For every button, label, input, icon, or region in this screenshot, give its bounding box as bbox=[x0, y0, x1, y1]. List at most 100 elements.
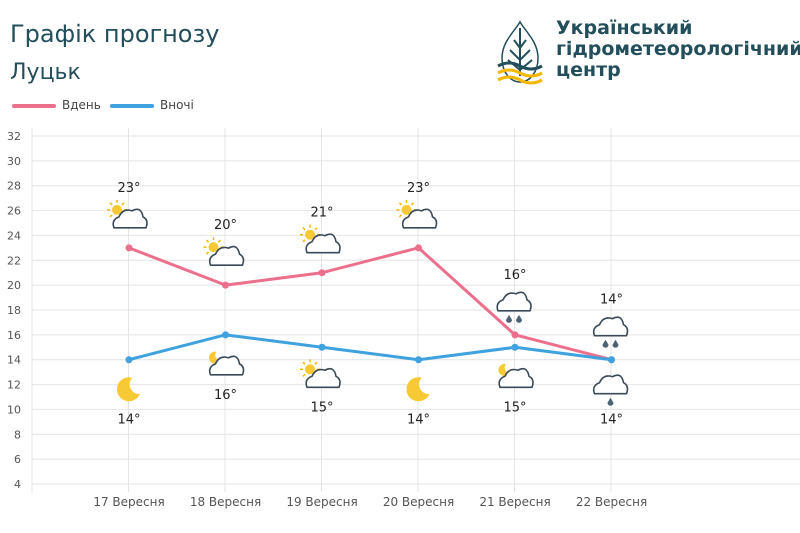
data-point bbox=[318, 269, 326, 277]
sun-ray bbox=[302, 227, 306, 231]
moon-shape bbox=[406, 377, 430, 402]
sun-ray bbox=[302, 373, 306, 377]
y-tick-label: 6 bbox=[14, 453, 21, 466]
data-point bbox=[608, 356, 615, 364]
y-tick-label: 24 bbox=[7, 229, 21, 242]
data-label: 16° bbox=[214, 388, 237, 403]
data-point bbox=[125, 244, 133, 252]
series-line-night bbox=[128, 333, 612, 362]
data-point bbox=[125, 356, 133, 364]
sun-ray bbox=[398, 214, 403, 218]
legend-label-day: Вдень bbox=[62, 98, 101, 112]
y-tick-label: 26 bbox=[7, 205, 21, 218]
y-tick-label: 12 bbox=[7, 379, 21, 392]
data-label: 16° bbox=[503, 268, 526, 283]
brand-line-2: гідрометеорологічний bbox=[556, 38, 800, 60]
sun-ray bbox=[410, 202, 415, 206]
data-label: 23° bbox=[407, 181, 430, 196]
city-name: Луцьк bbox=[10, 60, 81, 85]
brand-line-3: центр bbox=[556, 59, 621, 81]
rain-cloud-icon bbox=[496, 291, 532, 323]
cloud-shape bbox=[496, 291, 532, 312]
data-point bbox=[511, 331, 519, 339]
rain-cloud-icon bbox=[592, 316, 629, 348]
data-point bbox=[511, 343, 519, 351]
rain-drop bbox=[506, 314, 512, 323]
data-label: 15° bbox=[310, 400, 333, 415]
data-label: 14° bbox=[117, 413, 140, 428]
rain-drop bbox=[516, 314, 522, 323]
ukrhydrometcenter-logo-icon bbox=[497, 20, 543, 85]
cloud-shape bbox=[208, 245, 245, 266]
cloud-shape bbox=[305, 367, 341, 389]
partly-cloudy-icon bbox=[203, 237, 245, 266]
x-tick-label: 21 Вересня bbox=[479, 495, 550, 509]
x-tick-label: 17 Вересня bbox=[93, 495, 164, 509]
legend-swatch-day bbox=[12, 104, 56, 108]
sun-ray bbox=[314, 361, 318, 365]
data-point bbox=[222, 331, 229, 339]
x-tick-label: 19 Вересня bbox=[286, 495, 357, 509]
sun-ray bbox=[109, 214, 113, 218]
data-label: 14° bbox=[407, 413, 430, 428]
sun-ray bbox=[302, 239, 306, 243]
rain-drop bbox=[612, 339, 619, 348]
sun-ray bbox=[205, 251, 210, 255]
partly-cloudy-icon bbox=[107, 199, 148, 229]
y-tick-label: 16 bbox=[7, 329, 21, 342]
y-tick-label: 28 bbox=[7, 180, 21, 193]
x-tick-label: 22 Вересня bbox=[576, 495, 647, 509]
sun-ray bbox=[217, 239, 222, 243]
partly-cloudy-icon bbox=[396, 199, 438, 229]
brand-block[interactable]: Український гідрометеорологічний центр bbox=[492, 18, 800, 88]
cloud-shape bbox=[401, 208, 438, 229]
data-label: 14° bbox=[600, 293, 623, 308]
y-tick-label: 22 bbox=[7, 254, 21, 267]
partly-cloudy-icon bbox=[300, 224, 341, 254]
partly-cloudy-icon bbox=[300, 359, 341, 389]
y-tick-label: 32 bbox=[7, 130, 21, 143]
moon-shape bbox=[116, 377, 140, 402]
sun-disc bbox=[401, 204, 412, 215]
data-label: 23° bbox=[117, 181, 140, 196]
light-rain-cloud-icon bbox=[592, 374, 629, 406]
data-label: 20° bbox=[214, 218, 237, 233]
sun-ray bbox=[205, 239, 210, 243]
data-point bbox=[222, 281, 229, 289]
sun-ray bbox=[314, 227, 318, 231]
x-tick-label: 20 Вересня bbox=[383, 495, 454, 509]
data-label: 21° bbox=[310, 206, 333, 221]
series-line-day bbox=[128, 246, 612, 362]
moon-icon bbox=[116, 377, 140, 402]
partly-cloudy-night-icon bbox=[208, 351, 245, 376]
y-tick-label: 20 bbox=[7, 279, 21, 292]
y-tick-label: 8 bbox=[14, 428, 21, 441]
partly-cloudy-night-icon bbox=[498, 364, 534, 389]
brand-line-1: Український bbox=[556, 17, 693, 39]
x-tick-label: 18 Вересня bbox=[190, 495, 261, 509]
data-point bbox=[415, 356, 422, 364]
cloud-shape bbox=[305, 233, 341, 254]
sun-disc bbox=[305, 229, 315, 240]
sun-disc bbox=[305, 364, 315, 375]
y-tick-label: 4 bbox=[14, 478, 21, 491]
data-point bbox=[318, 343, 326, 351]
sun-disc bbox=[208, 242, 219, 253]
sun-ray bbox=[398, 202, 403, 206]
y-tick-label: 30 bbox=[7, 155, 21, 168]
legend-swatch-night bbox=[110, 104, 154, 108]
chart-title: Графік прогнозу bbox=[10, 20, 220, 48]
brand-name: Український гідрометеорологічний центр bbox=[556, 18, 800, 81]
sun-disc bbox=[112, 204, 122, 215]
sun-ray bbox=[121, 202, 125, 206]
cloud-shape bbox=[112, 208, 148, 229]
data-label: 14° bbox=[600, 413, 623, 428]
y-tick-label: 10 bbox=[7, 403, 21, 416]
rain-drop bbox=[607, 397, 614, 406]
cloud-shape bbox=[208, 355, 245, 376]
y-tick-label: 14 bbox=[7, 354, 21, 367]
data-point bbox=[415, 244, 422, 252]
rain-drop bbox=[602, 339, 609, 348]
y-tick-label: 18 bbox=[7, 304, 21, 317]
forecast-chart: 4 6 8 10 12 14 16 18 20 22 24 26 28 30 32 17 Вересня 18 … bbox=[7, 128, 800, 509]
